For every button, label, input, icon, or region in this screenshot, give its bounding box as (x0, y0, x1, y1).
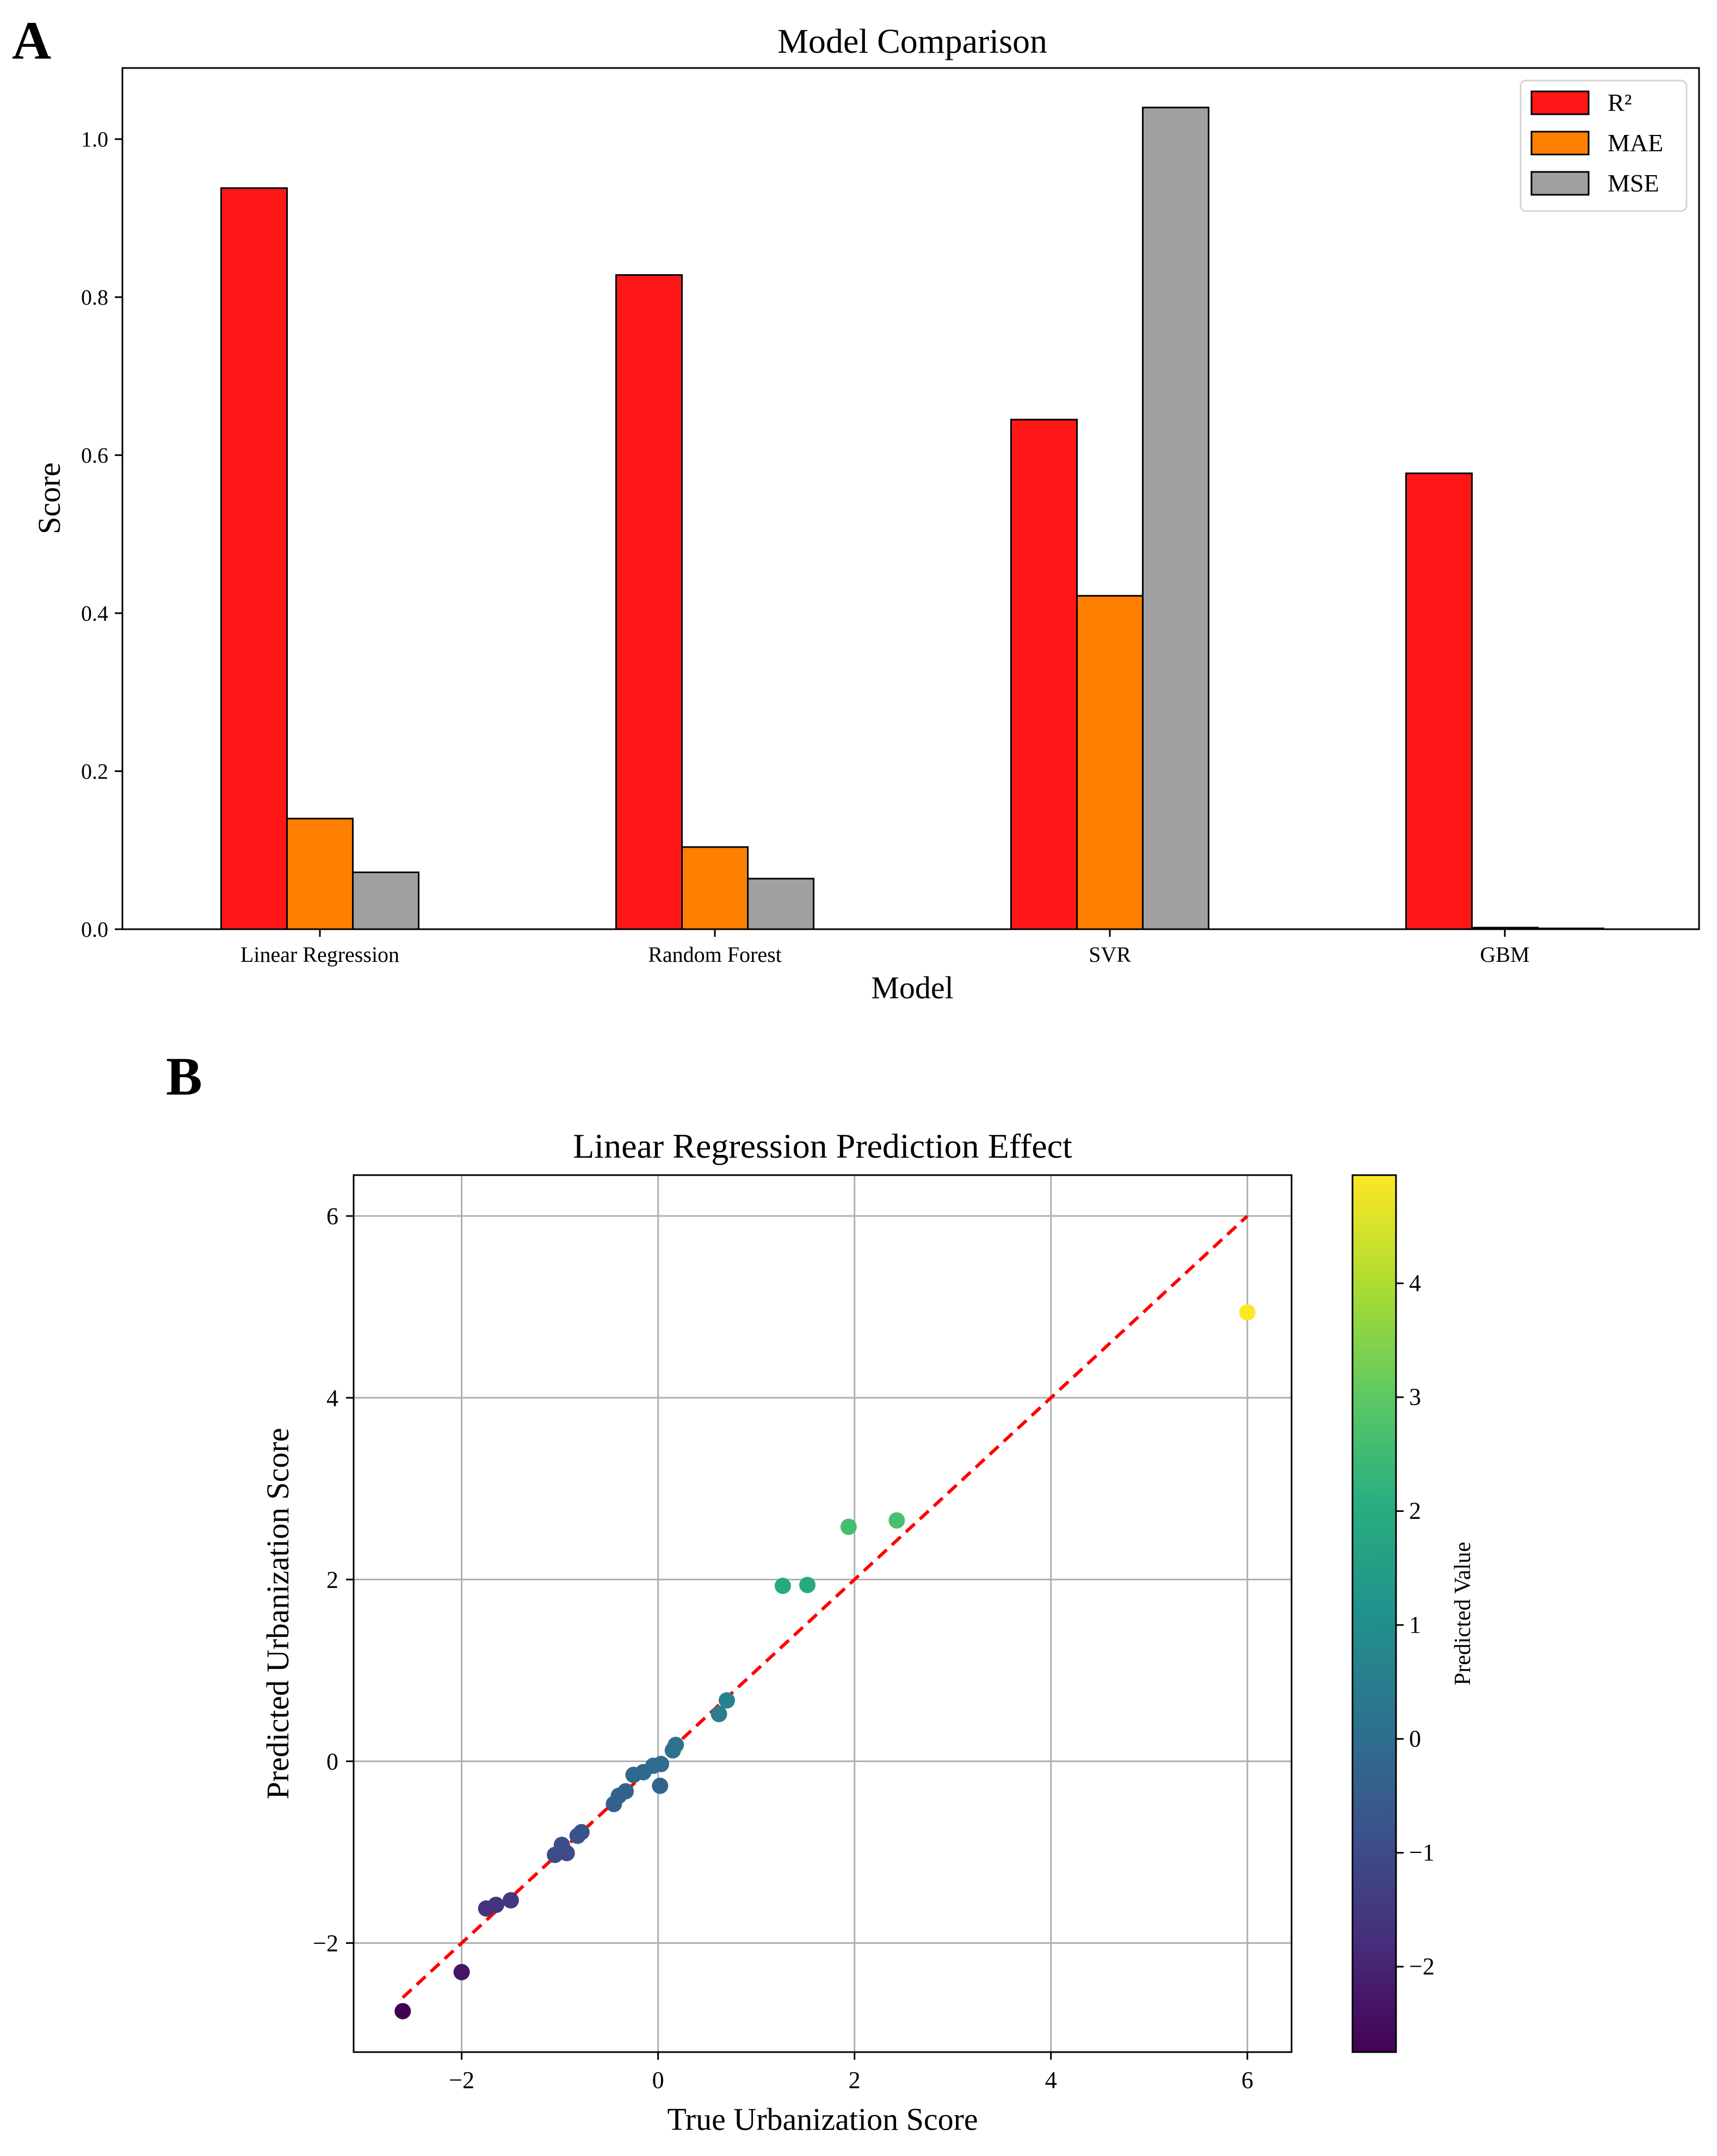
bar-mae-random-forest (681, 846, 749, 930)
chart-a-xlabel: Model (871, 970, 953, 1005)
chart-a-legend: R² MAE MSE (1520, 79, 1688, 212)
colorbar-label: Predicted Value (1450, 1542, 1475, 1685)
scatter-point (502, 1892, 519, 1909)
legend-label-r: R² (1608, 89, 1632, 116)
colorbar-tick-label: 2 (1409, 1498, 1421, 1524)
colorbar: −2 −1 0 1 2 3 4 Predicted Value (1351, 1174, 1475, 2053)
legend-swatch-mse (1530, 171, 1590, 196)
scatter-point (617, 1783, 634, 1800)
chart-a-plot-frame (121, 67, 1700, 930)
y-tick-label: 0 (326, 1748, 338, 1775)
scatter-point (453, 1963, 470, 1980)
reference-line (402, 1214, 1249, 1999)
chart-b-ylabel: Predicted Urbanization Score (260, 1428, 295, 1800)
panel-b-letter: B (166, 1046, 202, 1107)
colorbar-tick-label: −1 (1409, 1839, 1435, 1866)
scatter-point (558, 1845, 575, 1862)
bar-mae-svr (1076, 595, 1144, 930)
x-tick-label: 2 (849, 2067, 861, 2093)
bar-mae-linear-regression (286, 818, 354, 930)
colorbar-gradient (1351, 1174, 1397, 2053)
scatter-point (799, 1577, 816, 1593)
y-tick-label: −2 (313, 1930, 338, 1957)
legend-swatch-r (1530, 90, 1590, 115)
x-tick-label: GBM (1480, 942, 1529, 967)
y-tick-label: 6 (326, 1203, 338, 1230)
scatter-point (487, 1896, 504, 1913)
x-tick-label: SVR (1089, 942, 1131, 967)
x-tick-label: −2 (449, 2067, 474, 2093)
scatter-point (394, 2003, 411, 2019)
colorbar-tick-label: 3 (1409, 1383, 1421, 1410)
chart-a-ylabel: Score (32, 462, 67, 534)
scatter-point (711, 1706, 727, 1722)
legend-swatch-mae (1530, 131, 1590, 156)
model-comparison-chart: Model Comparison 0.0 0.2 0.4 0.6 0.8 1.0 Line… (32, 22, 1700, 1005)
chart-b-xlabel: True Urbanization Score (667, 2102, 978, 2137)
scatter-point (668, 1737, 684, 1753)
x-tick-label: 6 (1242, 2067, 1253, 2093)
chart-b-title: Linear Regression Prediction Effect (573, 1127, 1072, 1165)
legend-label-mse: MSE (1608, 169, 1659, 197)
x-tick-label: 4 (1045, 2067, 1057, 2093)
y-tick-label: 0.0 (81, 917, 108, 942)
x-tick-label: Random Forest (648, 942, 782, 967)
scatter-point (1239, 1304, 1256, 1321)
y-tick-label: 0.8 (81, 285, 108, 310)
bar-mse-random-forest (747, 878, 814, 930)
y-tick-label: 0.4 (81, 601, 108, 626)
colorbar-tick-label: 0 (1409, 1725, 1421, 1752)
scatter-point (573, 1824, 590, 1840)
y-tick-label: 0.6 (81, 443, 108, 468)
chart-b-plot-frame (353, 1174, 1293, 2053)
scatter-point (653, 1756, 670, 1772)
scatter-point (652, 1777, 669, 1794)
bar-mse-svr (1142, 107, 1209, 930)
colorbar-tick-label: −2 (1409, 1953, 1435, 1980)
x-tick-label: 0 (652, 2067, 664, 2093)
chart-a-title: Model Comparison (777, 22, 1047, 60)
scatter-point (718, 1692, 735, 1709)
scatter-point (888, 1512, 905, 1529)
panel-a-letter: A (12, 10, 51, 71)
bar-r-svr (1010, 418, 1078, 930)
bar-mse-linear-regression (352, 871, 419, 930)
prediction-effect-chart: Linear Regression Prediction Effect −2 0 2… (260, 1127, 1475, 2137)
y-tick-label: 2 (326, 1566, 338, 1593)
y-tick-label: 1.0 (81, 127, 108, 152)
y-tick-label: 4 (326, 1385, 338, 1411)
colorbar-tick-label: 1 (1409, 1611, 1421, 1638)
scatter-point (840, 1518, 857, 1535)
bar-r-gbm (1405, 472, 1473, 930)
bar-r-random-forest (615, 274, 683, 930)
colorbar-tick-label: 4 (1409, 1270, 1421, 1296)
y-tick-label: 0.2 (81, 759, 108, 784)
legend-label-mae: MAE (1608, 129, 1663, 157)
scatter-point (774, 1578, 791, 1595)
bar-r-linear-regression (220, 187, 288, 930)
x-tick-label: Linear Regression (240, 942, 399, 967)
